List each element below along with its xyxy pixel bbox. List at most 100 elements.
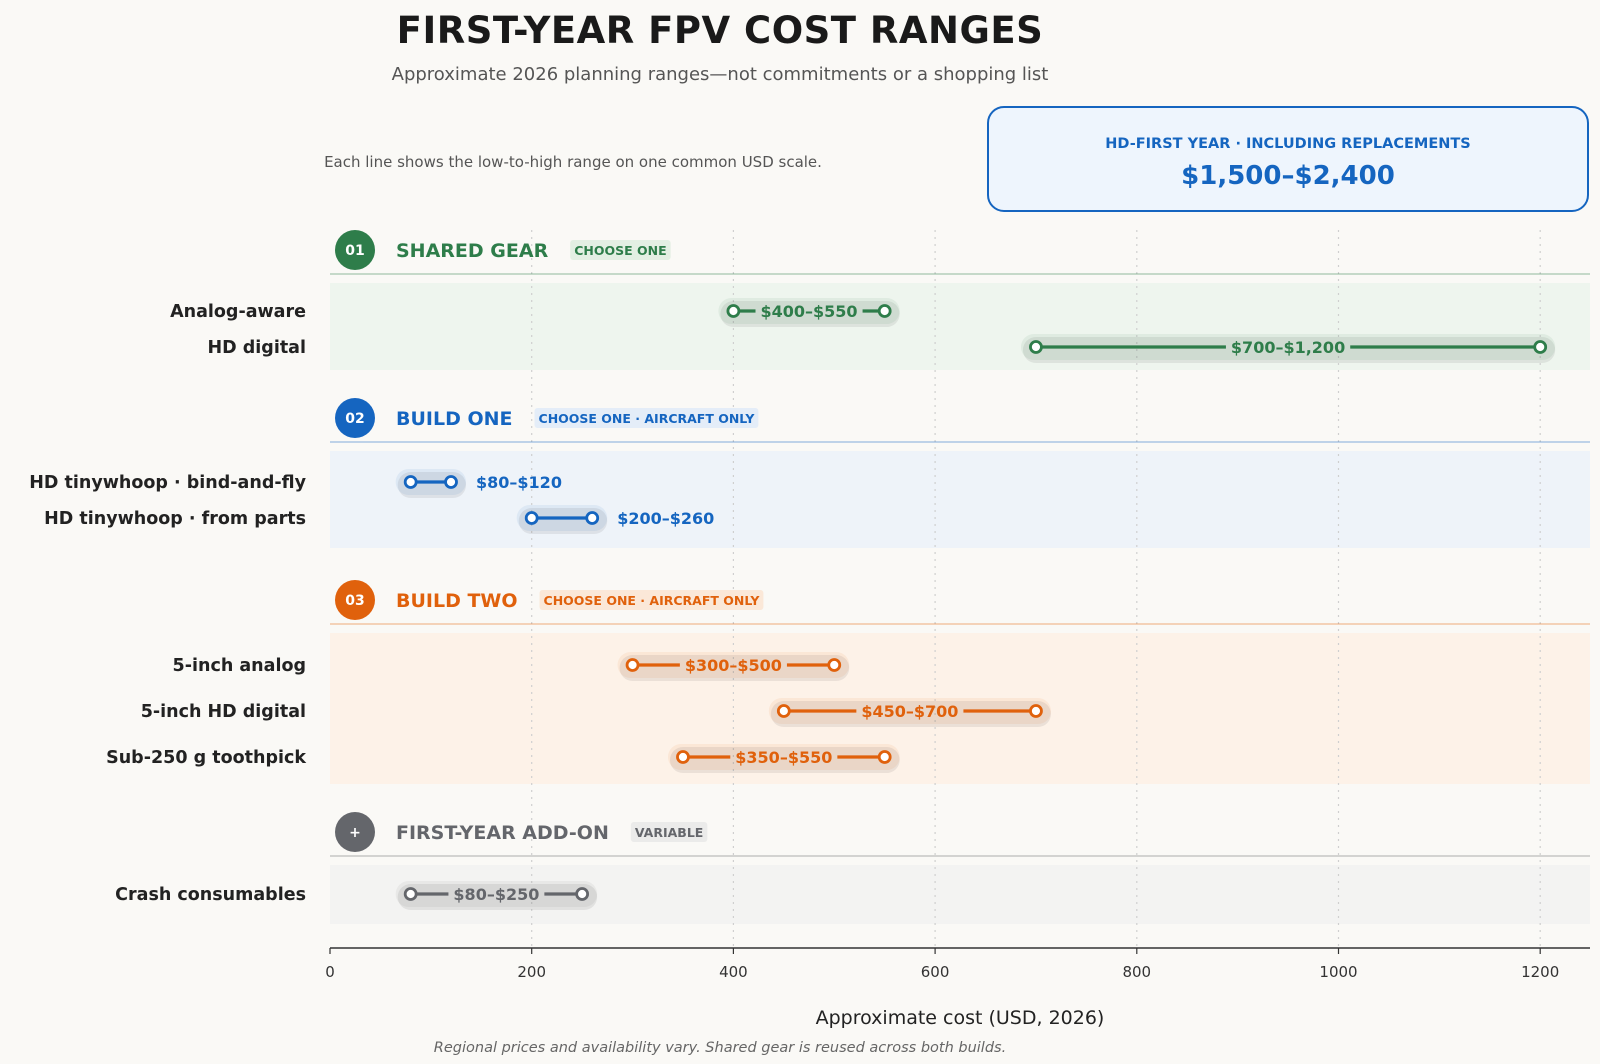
range-shadow [619, 655, 850, 681]
range-pill [617, 652, 850, 678]
x-tick-label: 1000 [1319, 963, 1357, 981]
range-high-point [575, 887, 590, 901]
chart-subtitle: Approximate 2026 planning ranges—not com… [392, 64, 1049, 85]
x-tick-label: 600 [921, 963, 950, 981]
range-low-point [524, 511, 539, 525]
range-value-label: $80–$120 [476, 473, 562, 492]
row-label: HD tinywhoop · from parts [44, 509, 306, 529]
range-value-label: $350–$550 [735, 748, 832, 767]
range-shadow [1022, 337, 1556, 363]
section-tag-background [539, 590, 764, 610]
row-label: 5-inch HD digital [141, 702, 306, 722]
x-tick-label: 1200 [1521, 963, 1559, 981]
range-value-label: $450–$700 [861, 702, 958, 721]
range-row: Crash consumables $80–$250 [115, 881, 598, 910]
row-label: Crash consumables [115, 885, 306, 905]
callout-box [987, 106, 1589, 212]
row-label: Sub-250 g toothpick [106, 748, 306, 768]
section-badge [335, 230, 375, 270]
x-axis: 0 200 400 600 800 1000 1200 [325, 947, 1590, 981]
row-label: HD digital [208, 338, 307, 358]
range-value-label: $700–$1,200 [1231, 338, 1345, 357]
range-low-point [1029, 340, 1043, 354]
range-row: HD digital $700–$1,200 [208, 334, 1556, 363]
range-low-point [776, 704, 791, 718]
section-band [330, 451, 1590, 548]
range-low-point [676, 750, 690, 764]
section-badge [335, 398, 375, 438]
range-row: Analog-aware $400–$550 [170, 298, 900, 327]
range-shadow [720, 301, 900, 327]
range-value-label: $80–$250 [453, 885, 539, 904]
section-bands [330, 283, 1590, 924]
range-shadow [397, 884, 598, 910]
section-tag-background [570, 240, 671, 260]
section-badge-number: 02 [345, 411, 364, 427]
x-axis-label: Approximate cost (USD, 2026) [816, 1007, 1105, 1029]
section-badge [335, 812, 375, 852]
range-row: Sub-250 g toothpick $350–$550 [106, 744, 900, 773]
range-value-label: $400–$550 [761, 302, 858, 321]
section-band [330, 283, 1590, 370]
range-high-point [1533, 340, 1548, 354]
range-row: 5-inch analog $300–$500 [173, 652, 850, 681]
section-title: BUILD ONE [396, 408, 513, 430]
range-shadow [669, 747, 900, 773]
range-low-point [403, 475, 418, 489]
range-pill [395, 881, 598, 907]
footnote: Regional prices and availability vary. S… [434, 1040, 1006, 1056]
section-tag: VARIABLE [635, 825, 703, 840]
range-row: 5-inch HD digital $450–$700 [141, 698, 1051, 727]
range-row: HD tinywhoop · bind-and-fly $80–$120 [29, 469, 562, 498]
section-band [330, 633, 1590, 784]
x-tick-label: 400 [719, 963, 748, 981]
range-row: HD tinywhoop · from parts $200–$260 [44, 505, 714, 534]
section-tag-background [630, 822, 708, 842]
x-tick-label: 800 [1122, 963, 1151, 981]
x-tick-label: 200 [517, 963, 546, 981]
range-high-point [827, 658, 842, 672]
range-value-label: $200–$260 [617, 509, 714, 528]
range-low-point [625, 658, 640, 672]
section-badge-number: 01 [345, 243, 364, 259]
row-label: Analog-aware [170, 302, 306, 322]
range-value-label: $300–$500 [685, 656, 782, 675]
callout-title: HD-FIRST YEAR · INCLUDING REPLACEMENTS [1105, 136, 1470, 152]
section-badge [335, 580, 375, 620]
row-label: HD tinywhoop · bind-and-fly [29, 473, 306, 493]
range-shadow [770, 701, 1051, 727]
section-title: BUILD TWO [396, 590, 518, 612]
range-pill [1020, 334, 1556, 360]
range-high-point [877, 750, 892, 764]
section-tag: CHOOSE ONE · AIRCRAFT ONLY [539, 411, 756, 426]
callout-value: $1,500–$2,400 [1181, 161, 1395, 191]
range-high-point [585, 511, 600, 525]
range-pill [768, 698, 1051, 724]
range-pill [718, 298, 900, 324]
section-band [330, 865, 1590, 924]
total-callout: HD-FIRST YEAR · INCLUDING REPLACEMENTS $… [987, 106, 1589, 212]
section-tag: CHOOSE ONE · AIRCRAFT ONLY [544, 593, 761, 608]
section-badge-number: 03 [345, 593, 364, 609]
section-tag: CHOOSE ONE [574, 243, 666, 258]
section: 03 BUILD TWO CHOOSE ONE · AIRCRAFT ONLY 5-i… [106, 580, 1590, 773]
range-low-point [403, 887, 418, 901]
section: + FIRST-YEAR ADD-ON VARIABLE Crash consumab… [115, 812, 1590, 910]
section-tag-background [534, 408, 759, 428]
range-high-point [877, 304, 892, 318]
row-label: 5-inch analog [173, 656, 306, 676]
range-pill [667, 744, 900, 770]
range-shadow [518, 508, 608, 534]
section-title: FIRST-YEAR ADD-ON [396, 822, 609, 844]
section-title: SHARED GEAR [396, 240, 549, 262]
range-high-point [444, 475, 458, 489]
x-tick-label: 0 [325, 963, 335, 981]
range-high-point [1029, 704, 1043, 718]
chart-title: FIRST-YEAR FPV COST RANGES [397, 9, 1044, 52]
sections: 01 SHARED GEAR CHOOSE ONE Analog-aware $400–… [29, 230, 1590, 910]
section-badge-number: + [349, 825, 361, 841]
section: 02 BUILD ONE CHOOSE ONE · AIRCRAFT ONLY HD … [29, 398, 1590, 534]
range-low-point [726, 304, 741, 318]
scale-note: Each line shows the low-to-high range on… [324, 153, 822, 171]
